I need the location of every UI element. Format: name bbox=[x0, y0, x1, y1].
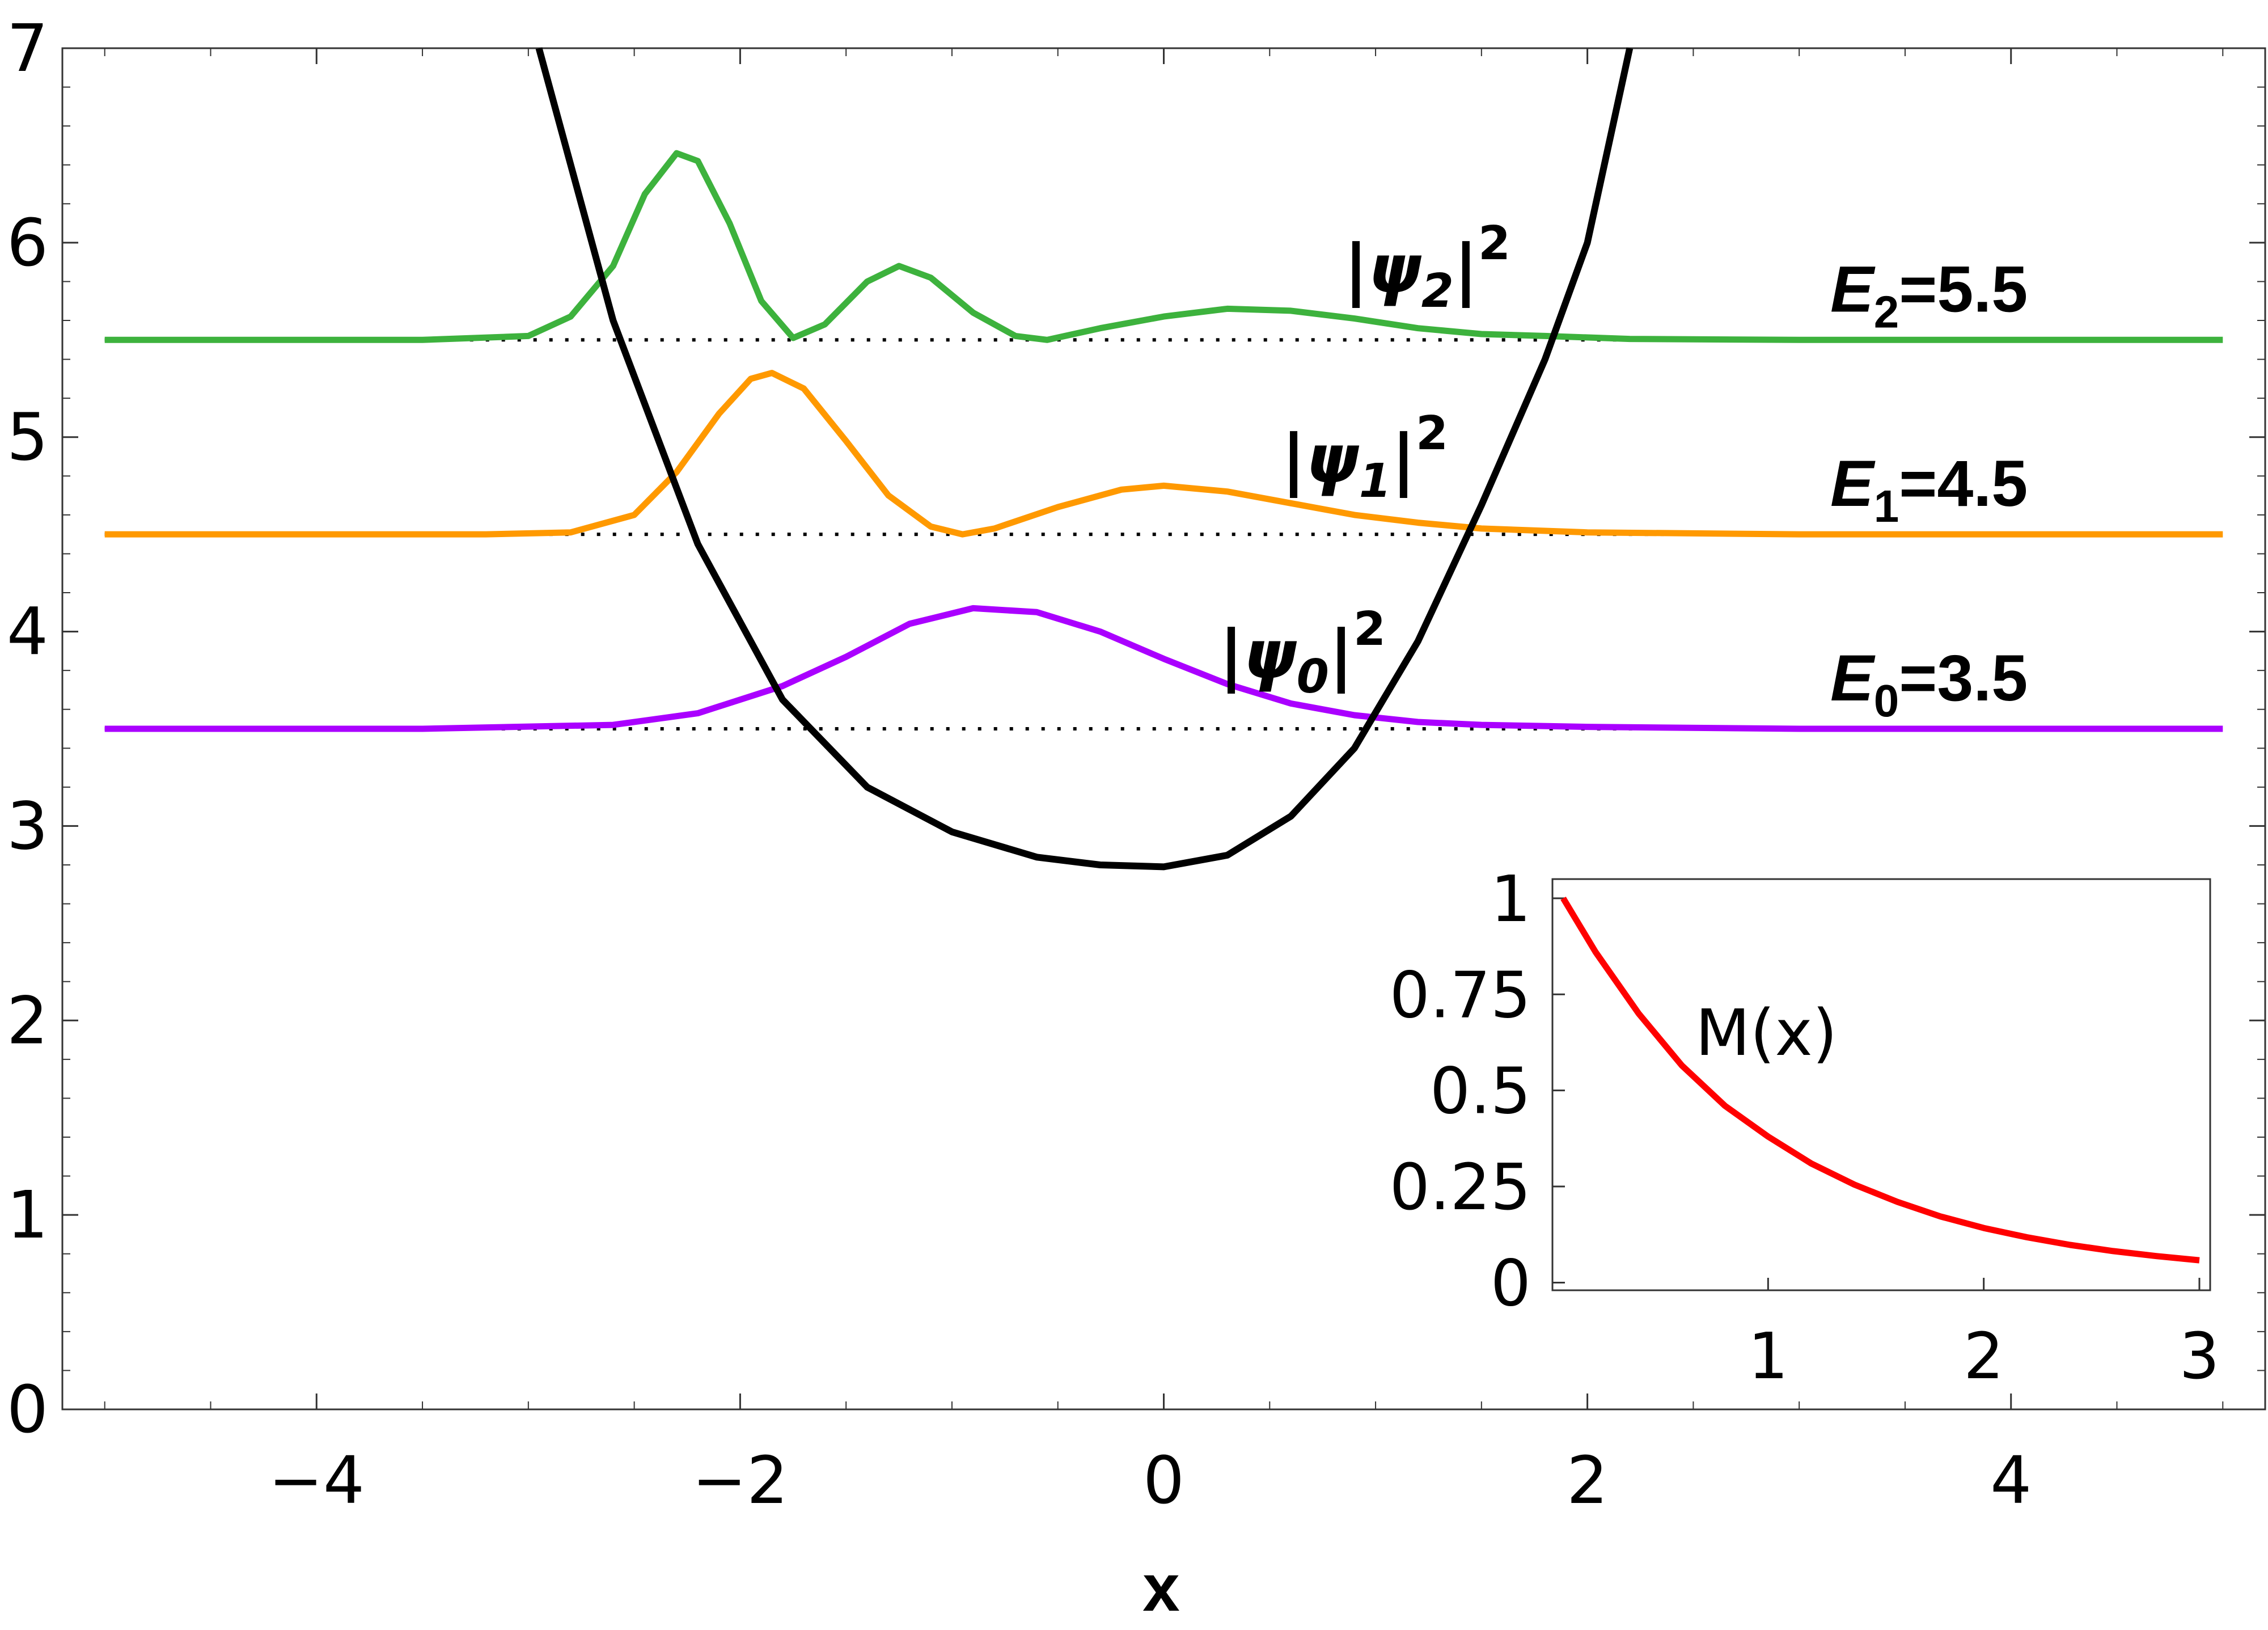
psi-label: |ψ2|2 bbox=[1344, 217, 1510, 318]
inset-curves bbox=[1560, 897, 2200, 1264]
mass-function-curve bbox=[1560, 897, 2200, 1264]
inset-chart: 1 2 3 0 0.25 0.5 0.75 1 M(x) bbox=[1390, 863, 2220, 1393]
psi-label: |ψ1|2 bbox=[1281, 407, 1448, 508]
y-tick-label: 1 bbox=[7, 1177, 48, 1253]
inset-ticks: 1 2 3 0 0.25 0.5 0.75 1 bbox=[1390, 863, 2220, 1393]
x-tick-label: −4 bbox=[269, 1443, 365, 1519]
probability-density-curve bbox=[104, 605, 2223, 732]
main-ticks: 0 1 2 3 4 5 6 7 −4 −2 0 2 4 bbox=[7, 11, 2265, 1519]
inset-x-tick-label: 1 bbox=[1748, 1320, 1788, 1393]
y-tick-label: 6 bbox=[7, 205, 48, 281]
y-tick-label: 0 bbox=[7, 1372, 48, 1448]
psi-label: |ψ0|2 bbox=[1219, 602, 1386, 704]
energy-label: E2=5.5 bbox=[1830, 253, 2028, 337]
inset-title: M(x) bbox=[1695, 996, 1837, 1070]
inset-x-tick-label: 3 bbox=[2179, 1320, 2219, 1393]
inset-y-tick-label: 0.25 bbox=[1390, 1151, 1531, 1224]
energy-label: E1=4.5 bbox=[1830, 447, 2028, 531]
inset-y-tick-label: 1 bbox=[1491, 863, 1531, 936]
x-tick-label: 2 bbox=[1567, 1443, 1608, 1519]
x-tick-label: 4 bbox=[1990, 1443, 2032, 1519]
x-axis-title: x bbox=[1143, 1551, 1180, 1625]
y-tick-label: 5 bbox=[7, 400, 48, 476]
x-tick-label: 0 bbox=[1143, 1443, 1184, 1519]
probability-density-curve bbox=[104, 370, 2223, 538]
main-curves bbox=[104, 47, 2223, 871]
y-tick-label: 3 bbox=[7, 788, 48, 864]
y-tick-label: 7 bbox=[7, 11, 48, 87]
main-labels: E0=3.5 |ψ0|2 E1=4.5 |ψ1|2 E2=5.5 |ψ2|2 bbox=[1219, 217, 2028, 726]
inset-x-tick-label: 2 bbox=[1964, 1320, 2004, 1393]
x-tick-label: −2 bbox=[692, 1443, 789, 1519]
inset-y-tick-label: 0.75 bbox=[1390, 958, 1531, 1032]
energy-label: E0=3.5 bbox=[1830, 642, 2028, 726]
potential-curve bbox=[535, 47, 1634, 871]
probability-density-curve bbox=[104, 150, 2223, 343]
y-tick-label: 2 bbox=[7, 983, 48, 1059]
inset-frame bbox=[1551, 878, 2211, 1291]
inset-y-tick-label: 0 bbox=[1491, 1247, 1531, 1320]
inset-y-tick-label: 0.5 bbox=[1430, 1055, 1531, 1129]
y-tick-label: 4 bbox=[7, 594, 48, 670]
